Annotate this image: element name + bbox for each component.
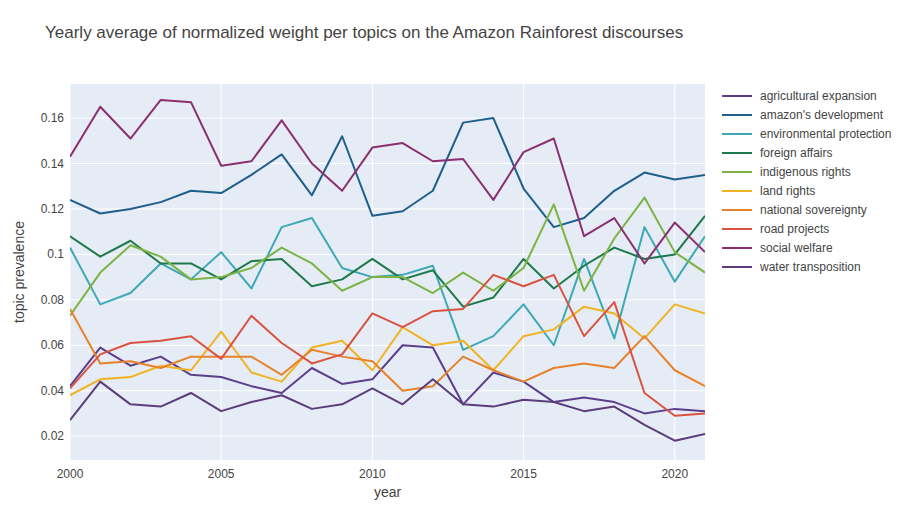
title: Yearly average of normalized weight per … (45, 23, 683, 42)
x-tick-label: 2000 (57, 467, 84, 481)
x-grid-line (523, 84, 524, 460)
x-tick-label: 2020 (661, 467, 688, 481)
x-grid-line (221, 84, 222, 460)
legend-label: road projects (760, 222, 829, 236)
series-line (70, 198, 705, 316)
legend-swatch (722, 114, 752, 116)
y-tick-label: 0.08 (41, 293, 65, 307)
legend-label: national sovereignty (760, 203, 867, 217)
legend-label: amazon's development (760, 108, 884, 122)
series-line (70, 118, 705, 227)
legend: agricultural expansion amazon's developme… (722, 89, 891, 274)
y-grid-line (70, 436, 705, 437)
y-grid-line (70, 118, 705, 119)
y-tick-label: 0.02 (41, 429, 65, 443)
legend-swatch (722, 228, 752, 230)
x-grid-line (674, 84, 675, 460)
y-tick-label: 0.1 (47, 247, 64, 261)
legend-label: indigenous rights (760, 165, 851, 179)
legend-label: environmental protection (760, 127, 891, 141)
y-tick-label: 0.14 (41, 157, 65, 171)
y-grid-line (70, 299, 705, 300)
x-tick-label: 2015 (510, 467, 537, 481)
background (0, 0, 913, 525)
legend-swatch (722, 190, 752, 192)
x-grid-line (372, 84, 373, 460)
x-grid-line (70, 84, 71, 460)
y-grid-line (70, 163, 705, 164)
y-grid-line (70, 390, 705, 391)
legend-label: water transposition (759, 260, 861, 274)
legend-swatch (722, 152, 752, 154)
series-line (70, 218, 705, 350)
legend-label: social welfare (760, 241, 833, 255)
legend-swatch (722, 95, 752, 97)
x-axis-title: year (374, 484, 402, 500)
legend-swatch (722, 171, 752, 173)
y-tick-label: 0.12 (41, 202, 65, 216)
legend-label: agricultural expansion (760, 89, 877, 103)
legend-swatch (722, 209, 752, 211)
y-axis-title: topic prevalence (11, 221, 27, 323)
legend-swatch (722, 266, 752, 268)
y-tick-label: 0.06 (41, 338, 65, 352)
y-tick-label: 0.04 (41, 384, 65, 398)
series-line (70, 345, 705, 413)
series-line (70, 100, 705, 264)
x-tick-label: 2010 (359, 467, 386, 481)
y-tick-label: 0.16 (41, 111, 65, 125)
series-line (70, 379, 705, 440)
chart: 0.02 0.04 0.06 0.08 0.1 0.12 0.14 0.16 2000 2005 2… (0, 0, 913, 525)
legend-label: foreign affairs (760, 146, 833, 160)
plot-area (70, 84, 705, 460)
series-line (70, 304, 705, 395)
series-line (70, 275, 705, 416)
y-grid-line (70, 208, 705, 209)
y-grid-line (70, 345, 705, 346)
x-tick-label: 2005 (208, 467, 235, 481)
y-grid-line (70, 254, 705, 255)
legend-swatch (722, 247, 752, 249)
lines (70, 100, 705, 441)
legend-label: land rights (760, 184, 815, 198)
legend-swatch (722, 133, 752, 135)
